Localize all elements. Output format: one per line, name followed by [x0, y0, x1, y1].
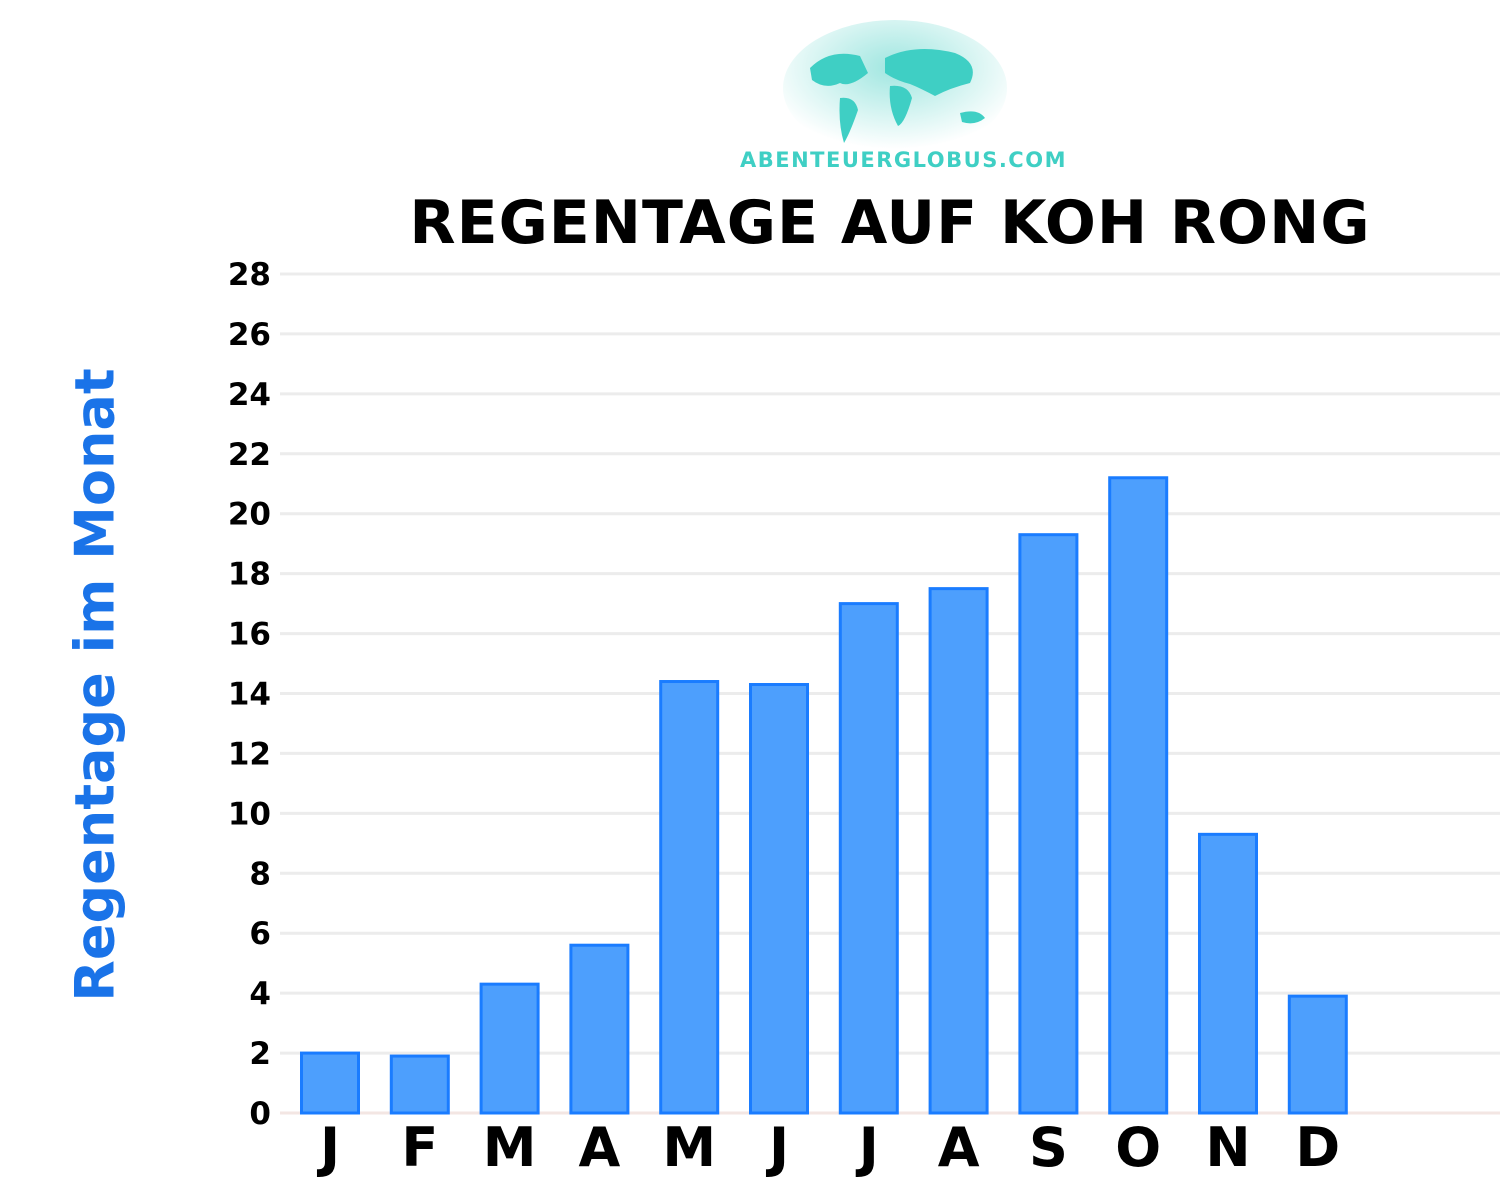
y-tick-label: 4	[249, 976, 271, 1012]
x-tick-label: M	[483, 1116, 537, 1179]
y-tick-label: 20	[228, 497, 271, 533]
x-tick-label: J	[765, 1116, 789, 1179]
x-tick-label: S	[1029, 1116, 1068, 1179]
x-tick-label: D	[1295, 1116, 1340, 1179]
y-tick-label: 16	[228, 617, 271, 653]
x-tick-label: A	[579, 1116, 621, 1179]
y-tick-label: 18	[228, 557, 271, 593]
bar-1	[389, 1054, 450, 1115]
y-tick-label: 28	[228, 257, 271, 293]
bar-9	[1108, 476, 1169, 1115]
world-map-globe-icon	[783, 20, 1007, 156]
x-tick-label: J	[855, 1116, 879, 1179]
bar-11	[1287, 994, 1348, 1115]
y-tick-label: 24	[228, 377, 271, 413]
y-tick-label: 26	[228, 317, 271, 353]
bar-8	[1018, 533, 1079, 1115]
x-tick-label: A	[938, 1116, 980, 1179]
y-tick-label: 14	[228, 677, 271, 713]
x-tick-label: F	[401, 1116, 438, 1179]
bar-10	[1198, 832, 1258, 1115]
y-tick-label: 22	[228, 437, 271, 473]
logo	[740, 18, 1050, 178]
y-tick-label: 6	[249, 916, 271, 952]
y-tick-label: 2	[249, 1036, 271, 1072]
bar-0	[300, 1051, 360, 1115]
bar-2	[479, 982, 540, 1115]
y-tick-label: 8	[249, 856, 271, 892]
x-tick-label: O	[1115, 1116, 1161, 1179]
y-tick-label: 0	[249, 1096, 271, 1132]
logo-text: ABENTEUERGLOBUS.COM	[740, 148, 1067, 172]
bar-6	[838, 602, 899, 1115]
bar-3	[569, 943, 630, 1115]
bar-4	[659, 680, 720, 1115]
x-tick-label: N	[1205, 1116, 1250, 1179]
x-tick-label: M	[662, 1116, 716, 1179]
x-tick-label: J	[316, 1116, 340, 1179]
bar-7	[928, 587, 989, 1115]
chart-title: REGENTAGE AUF KOH RONG	[409, 188, 1371, 258]
y-tick-label: 10	[228, 796, 271, 832]
y-tick-label: 12	[228, 736, 271, 772]
bar-5	[749, 683, 809, 1115]
